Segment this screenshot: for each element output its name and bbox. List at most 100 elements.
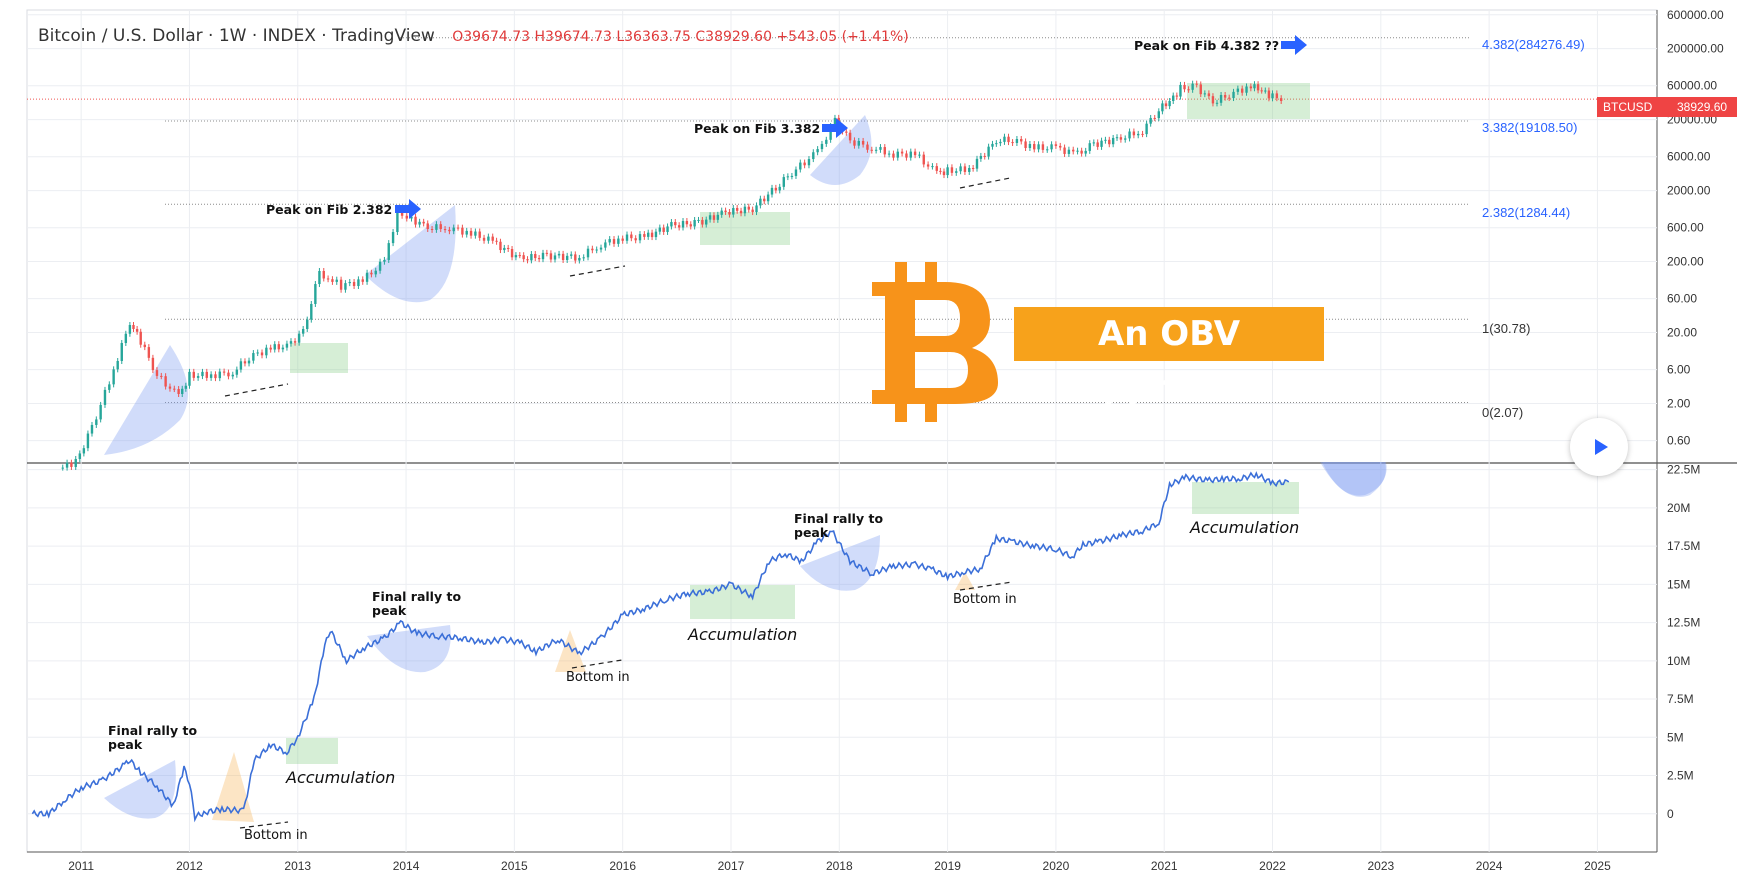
candle bbox=[1063, 147, 1066, 154]
plot-frame bbox=[26, 9, 1658, 853]
candle bbox=[108, 384, 111, 390]
candle bbox=[879, 147, 882, 150]
candle bbox=[968, 167, 971, 172]
title-box: An OBV approach bbox=[1014, 307, 1324, 408]
candle bbox=[782, 177, 785, 187]
candle bbox=[503, 247, 506, 251]
bitcoin-logo-icon bbox=[872, 262, 998, 422]
candle bbox=[870, 149, 873, 151]
candle bbox=[1115, 137, 1119, 139]
candle bbox=[586, 248, 590, 258]
candle bbox=[892, 153, 895, 158]
final-rally-label-2013: Final rally to peak bbox=[372, 589, 462, 618]
candle bbox=[896, 151, 899, 158]
candle bbox=[1187, 89, 1190, 91]
x-tick-label: 2022 bbox=[1259, 859, 1286, 873]
candle bbox=[778, 186, 781, 191]
candle bbox=[1080, 150, 1083, 154]
candle bbox=[1164, 103, 1168, 107]
candle bbox=[1256, 84, 1260, 91]
candle bbox=[205, 371, 208, 378]
candle bbox=[608, 239, 611, 243]
chart-header: Bitcoin / U.S. Dollar · 1W · INDEX · Tra… bbox=[38, 26, 909, 46]
candle bbox=[297, 333, 301, 343]
candle bbox=[164, 376, 167, 387]
candle bbox=[1183, 84, 1186, 90]
peak-label-4382: Peak on Fib 4.382 ?? bbox=[1134, 38, 1280, 53]
candle bbox=[565, 255, 569, 261]
candle bbox=[909, 151, 912, 158]
candle bbox=[549, 253, 553, 260]
candle bbox=[285, 343, 289, 348]
price-tick-label: 200000.00 bbox=[1667, 42, 1724, 56]
candle bbox=[955, 171, 958, 173]
candle bbox=[857, 140, 860, 146]
candle bbox=[790, 175, 794, 177]
candle bbox=[139, 331, 142, 345]
candle bbox=[561, 253, 565, 261]
candle bbox=[604, 242, 607, 248]
price-tick-label: 6000.00 bbox=[1667, 150, 1711, 164]
x-tick-label: 2018 bbox=[826, 859, 853, 873]
obv-line bbox=[31, 471, 1290, 823]
candle bbox=[430, 229, 434, 231]
candle bbox=[654, 231, 658, 238]
ohlc-readout: O39674.73 H39674.73 L36363.75 C38929.60 … bbox=[452, 29, 909, 45]
candle bbox=[638, 234, 642, 241]
x-tick-label: 2013 bbox=[284, 859, 311, 873]
candle bbox=[759, 198, 762, 206]
candle bbox=[155, 370, 159, 376]
candle bbox=[482, 237, 486, 241]
candle bbox=[352, 281, 356, 287]
candle bbox=[848, 132, 852, 141]
candle bbox=[1253, 84, 1256, 89]
obv-tick-label: 0 bbox=[1667, 807, 1674, 821]
candle bbox=[1153, 117, 1156, 119]
candle bbox=[959, 166, 962, 172]
bottom-in-label-2015: Bottom in bbox=[566, 670, 630, 685]
candle bbox=[931, 166, 934, 168]
candle bbox=[173, 388, 176, 390]
candle bbox=[1088, 143, 1091, 151]
candle bbox=[461, 227, 464, 235]
candle bbox=[61, 467, 64, 469]
candle bbox=[522, 255, 525, 260]
candle bbox=[574, 254, 577, 261]
candle bbox=[120, 342, 123, 361]
fib-label-0: 0(2.07) bbox=[1482, 405, 1524, 420]
bottom-in-label-2012: Bottom in bbox=[244, 828, 308, 843]
candle bbox=[344, 283, 347, 290]
candle bbox=[705, 219, 708, 225]
candle bbox=[625, 234, 629, 241]
support-line-obv-2012 bbox=[239, 821, 289, 829]
candle bbox=[1215, 102, 1219, 104]
candle bbox=[1028, 143, 1032, 149]
candle bbox=[1007, 136, 1010, 143]
candle bbox=[887, 153, 891, 155]
candle bbox=[357, 279, 360, 287]
candle bbox=[724, 210, 727, 212]
candle bbox=[1020, 139, 1023, 142]
candle bbox=[1149, 117, 1152, 124]
rally-blob-obv-2013 bbox=[367, 625, 451, 673]
play-button[interactable] bbox=[1570, 418, 1628, 476]
bottom-spike-2015 bbox=[555, 630, 586, 672]
candle bbox=[318, 270, 321, 285]
fib-label-1: 1(30.78) bbox=[1482, 321, 1531, 336]
candle bbox=[281, 347, 285, 350]
candle bbox=[260, 352, 264, 356]
fib-label-4382: 4.382(284276.49) bbox=[1482, 37, 1585, 52]
candle bbox=[277, 344, 281, 350]
price-tick-label: 60.00 bbox=[1667, 292, 1697, 306]
candle bbox=[1245, 86, 1248, 93]
price-tick-label: 2000.00 bbox=[1667, 184, 1711, 198]
price-tick-label: 6.00 bbox=[1667, 363, 1691, 377]
candle bbox=[905, 153, 908, 158]
support-line-2019 bbox=[959, 177, 1011, 189]
x-tick-label: 2019 bbox=[934, 859, 961, 873]
candle bbox=[922, 154, 925, 165]
candle bbox=[235, 369, 239, 375]
x-tick-label: 2014 bbox=[393, 859, 420, 873]
candle bbox=[674, 222, 677, 226]
candle bbox=[1199, 84, 1202, 95]
